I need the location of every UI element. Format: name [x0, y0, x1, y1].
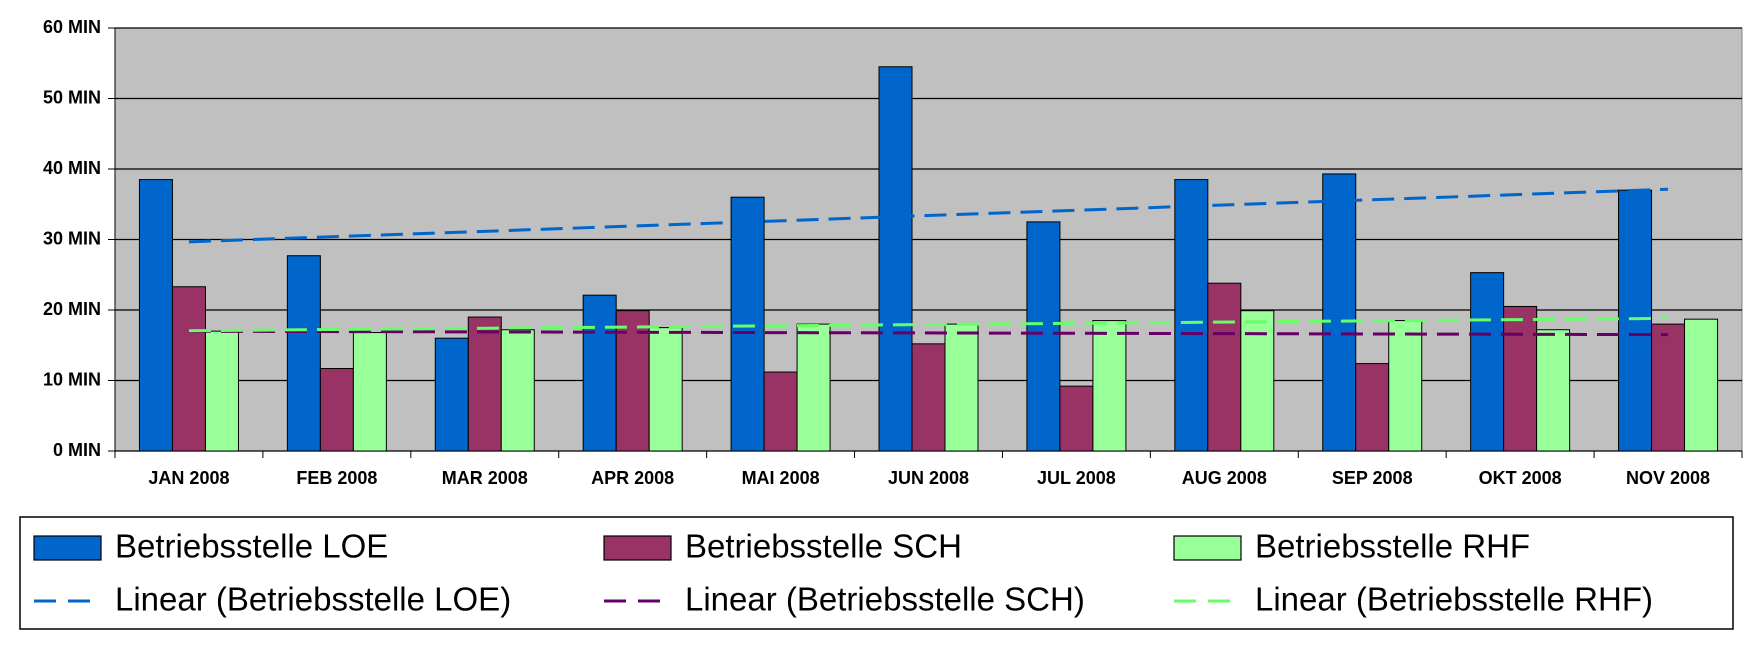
- y-tick-label: 30 MIN: [43, 228, 101, 248]
- bar: [1026, 221, 1061, 452]
- bar: [1503, 305, 1538, 452]
- trendline: [188, 187, 1669, 244]
- bar: [730, 196, 765, 452]
- bar: [1618, 189, 1653, 452]
- bar: [1322, 173, 1357, 452]
- x-tick-label: JAN 2008: [148, 468, 229, 488]
- bar: [648, 327, 683, 452]
- legend-swatch: [33, 535, 102, 561]
- bar: [1684, 318, 1719, 452]
- bar: [1355, 363, 1390, 452]
- y-tick-label: 0 MIN: [53, 440, 101, 460]
- x-tick-label: SEP 2008: [1332, 468, 1413, 488]
- bar: [1536, 329, 1571, 452]
- legend-label: Linear (Betriebsstelle RHF): [1255, 581, 1653, 618]
- x-tick-label: JUN 2008: [888, 468, 969, 488]
- bar: [944, 323, 979, 452]
- x-tick-label: NOV 2008: [1626, 468, 1710, 488]
- bar: [1059, 385, 1094, 452]
- x-tick-label: AUG 2008: [1182, 468, 1267, 488]
- y-tick-label: 50 MIN: [43, 87, 101, 107]
- legend-label: Betriebsstelle RHF: [1255, 528, 1530, 565]
- bar: [1092, 320, 1127, 452]
- bar: [1388, 320, 1423, 452]
- legend-label: Linear (Betriebsstelle SCH): [685, 581, 1085, 618]
- x-tick-label: MAI 2008: [742, 468, 820, 488]
- bar: [878, 66, 913, 452]
- bar: [500, 329, 535, 452]
- legend: [19, 516, 1734, 630]
- bar: [204, 330, 239, 452]
- bar: [615, 310, 650, 452]
- bar: [1174, 179, 1209, 452]
- legend-label: Betriebsstelle SCH: [685, 528, 962, 565]
- bar: [763, 371, 798, 452]
- bar: [796, 323, 831, 452]
- trendline: [188, 316, 1669, 333]
- bar: [1240, 310, 1275, 452]
- bar: [1207, 282, 1242, 452]
- bar: [319, 368, 354, 452]
- bar: [1470, 272, 1505, 452]
- legend-swatch: [603, 535, 672, 561]
- y-tick-label: 60 MIN: [43, 17, 101, 37]
- x-tick-label: OKT 2008: [1479, 468, 1562, 488]
- bar: [467, 316, 502, 452]
- legend-label: Linear (Betriebsstelle LOE): [115, 581, 511, 618]
- bar: [138, 179, 173, 452]
- y-tick-label: 40 MIN: [43, 158, 101, 178]
- bar: [1651, 323, 1686, 452]
- x-tick-label: MAR 2008: [442, 468, 528, 488]
- legend-swatch: [1173, 535, 1242, 561]
- bar: [352, 332, 387, 452]
- x-tick-label: FEB 2008: [296, 468, 377, 488]
- trendline: [188, 329, 1669, 337]
- bar: [434, 337, 469, 452]
- y-tick-label: 20 MIN: [43, 299, 101, 319]
- bar: [171, 286, 206, 452]
- x-tick-label: JUL 2008: [1037, 468, 1116, 488]
- bar: [911, 343, 946, 452]
- legend-label: Betriebsstelle LOE: [115, 528, 388, 565]
- y-tick-label: 10 MIN: [43, 369, 101, 389]
- bar: [582, 294, 617, 452]
- x-tick-label: APR 2008: [591, 468, 674, 488]
- bar: [286, 255, 321, 452]
